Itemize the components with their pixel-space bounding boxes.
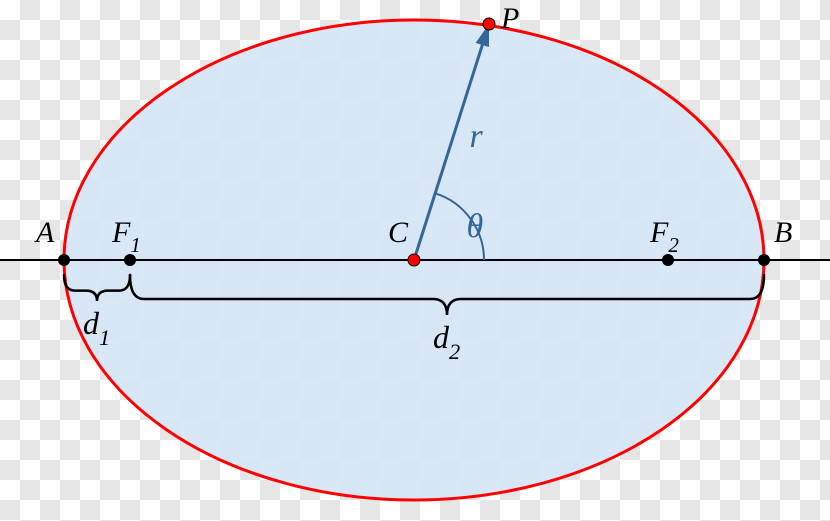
point-a bbox=[58, 254, 70, 266]
label-p: P bbox=[501, 2, 519, 36]
label-d2: d2 bbox=[433, 319, 460, 361]
label-f2: F2 bbox=[650, 216, 679, 255]
label-theta: θ bbox=[467, 208, 484, 246]
label-d1: d1 bbox=[83, 305, 110, 347]
label-c: C bbox=[388, 216, 408, 250]
label-a: A bbox=[36, 216, 54, 250]
point-c-center bbox=[408, 254, 420, 266]
label-b: B bbox=[774, 216, 792, 250]
label-f1: F1 bbox=[112, 216, 141, 255]
point-p bbox=[483, 18, 495, 30]
label-r: r bbox=[470, 118, 483, 156]
point-b bbox=[758, 254, 770, 266]
